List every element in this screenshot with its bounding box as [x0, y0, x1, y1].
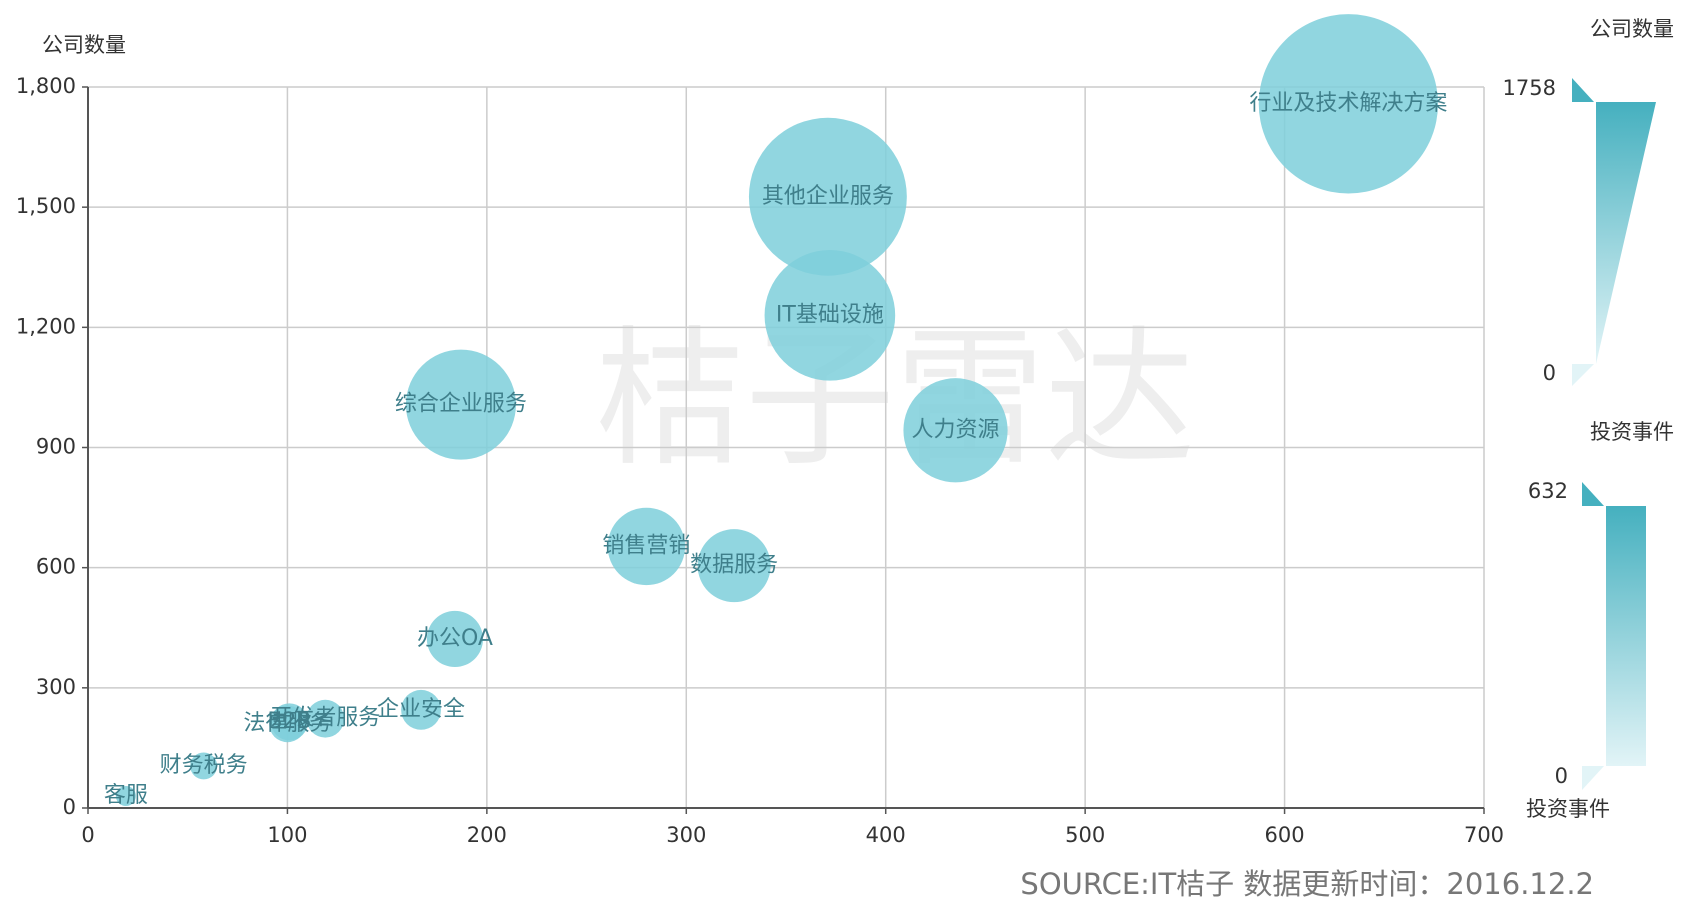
bubble [764, 250, 896, 381]
bubble-label: 财务税务 [160, 753, 248, 778]
bubble-label: IT基础设施 [776, 302, 884, 327]
visual-map-bar [1596, 102, 1656, 364]
bubble [190, 752, 218, 780]
visual-map-min: 0 [1555, 764, 1568, 788]
bubble-label: 法律服务 [243, 711, 331, 736]
x-tick-label: 500 [1065, 823, 1105, 847]
y-tick-label: 300 [36, 675, 76, 699]
visual-map-handle [1572, 78, 1594, 102]
x-tick-label: 700 [1464, 823, 1504, 847]
x-tick-label: 100 [267, 823, 307, 847]
bubble-label: 销售营销 [602, 533, 690, 558]
x-tick-label: 200 [467, 823, 507, 847]
bubble [748, 117, 907, 276]
x-tick-label: 600 [1265, 823, 1305, 847]
visual-map-min: 0 [1543, 361, 1556, 385]
bubble [401, 689, 441, 730]
bubble [697, 529, 771, 603]
visual-map-title: 投资事件 [1526, 797, 1610, 821]
visual-map-handle [1572, 364, 1594, 386]
y-tick-label: 1,800 [16, 74, 76, 98]
source: SOURCE:IT桔子 数据更新时间：2016.12.2 [1020, 867, 1594, 901]
watermark: 桔子雷达 [595, 313, 1195, 487]
bubble [426, 610, 484, 668]
bubbles [115, 14, 1439, 807]
visual-map-title: 公司数量 [1590, 17, 1674, 41]
x-tick-label: 400 [866, 823, 906, 847]
y-tick-label: 1,200 [16, 314, 76, 338]
bubble-label: 综合企业服务 [395, 392, 527, 417]
visual-map-max: 1758 [1503, 76, 1556, 100]
bubble-label: 行业及技术解决方案 [1249, 91, 1447, 116]
bubble [306, 699, 345, 738]
bubble-label: 其他企业服务 [762, 184, 894, 209]
y-tick-label: 600 [36, 555, 76, 579]
visual-map-max: 632 [1528, 479, 1568, 503]
y-tick-label: 0 [63, 795, 76, 819]
y-tick-label: 900 [36, 435, 76, 459]
y-axis-title: 公司数量 [42, 33, 126, 57]
visual-map-title: 投资事件 [1590, 420, 1674, 444]
bubble-label: 人力资源 [912, 417, 1000, 442]
bubble-label: 企业安全 [377, 697, 465, 722]
visual-map-handle [1582, 482, 1604, 506]
visual-map: 公司数量 1758 0 投资事件 632 0 投资事件 [1503, 17, 1674, 821]
bubble-label: 客服 [104, 783, 148, 808]
x-tick-label: 0 [81, 823, 94, 847]
bubble [607, 507, 686, 586]
bubble [1258, 14, 1439, 194]
bubble [115, 785, 136, 807]
bubble [903, 378, 1008, 483]
bubble [405, 349, 516, 460]
bubble-label: B2B [267, 709, 311, 734]
bubble-label: 数据服务 [690, 553, 778, 578]
bubble-label: 开发者服务 [270, 706, 380, 731]
bubble-label: 办公OA [417, 626, 493, 651]
bubble [269, 705, 306, 743]
x-tick-label: 300 [666, 823, 706, 847]
visual-map-bar [1606, 506, 1646, 766]
y-tick-label: 1,500 [16, 194, 76, 218]
visual-map-handle [1582, 766, 1604, 790]
